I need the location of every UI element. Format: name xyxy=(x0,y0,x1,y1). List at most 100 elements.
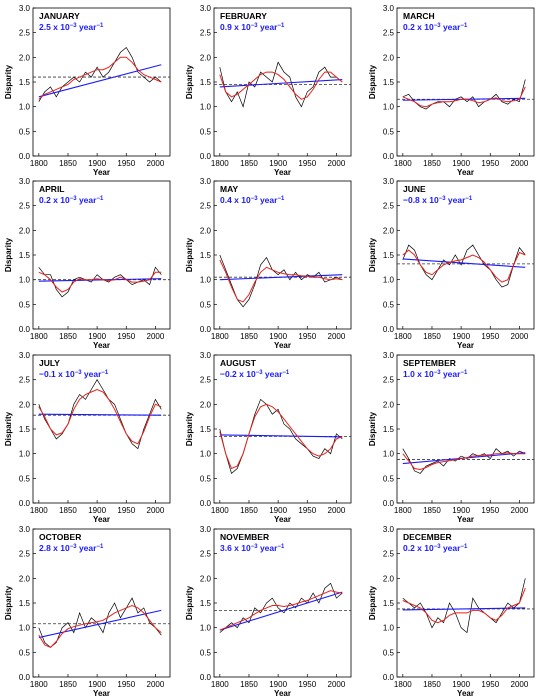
y-axis-label: Disparity xyxy=(368,237,377,272)
y-tick-label: 1.0 xyxy=(200,276,212,285)
x-tick-label: 1900 xyxy=(269,159,287,168)
x-tick-label: 2000 xyxy=(147,506,165,515)
y-tick-label: 3.0 xyxy=(383,525,395,534)
series-observed-line xyxy=(219,398,343,475)
x-axis-label: Year xyxy=(457,689,474,698)
y-tick-label: 2.5 xyxy=(19,202,31,211)
y-tick-label: 0.5 xyxy=(200,127,212,136)
series-smoothed-line xyxy=(38,271,162,293)
x-tick-label: 1950 xyxy=(481,159,499,168)
x-tick-label: 1850 xyxy=(240,332,258,341)
trend-annotation: 0.4 x 10−3 year−1 xyxy=(220,195,285,205)
y-tick-label: 0.5 xyxy=(200,474,212,483)
y-tick-label: 0.0 xyxy=(200,152,212,161)
y-tick-label: 0.0 xyxy=(19,499,31,508)
x-tick-label: 1950 xyxy=(481,680,499,689)
y-tick-label: 1.5 xyxy=(19,78,31,87)
y-tick-label: 0.0 xyxy=(383,325,395,334)
x-tick-label: 1900 xyxy=(269,506,287,515)
x-tick-label: 1850 xyxy=(59,506,77,515)
y-axis-label: Disparity xyxy=(4,64,13,99)
y-tick-label: 2.0 xyxy=(200,226,212,235)
y-tick-label: 2.0 xyxy=(383,226,395,235)
x-tick-label: 2000 xyxy=(147,332,165,341)
x-tick-label: 1900 xyxy=(88,332,106,341)
x-tick-label: 2000 xyxy=(511,159,529,168)
y-tick-label: 0.0 xyxy=(200,499,212,508)
panel-august: 0.0 0.5 1.0 1.5 2.0 2.5 3.0 1800 1850 1900 1950 200… xyxy=(185,351,352,524)
x-tick-label: 1800 xyxy=(394,506,412,515)
x-tick-label: 1850 xyxy=(240,680,258,689)
trend-line xyxy=(402,258,526,268)
y-tick-label: 1.0 xyxy=(19,276,31,285)
y-tick-label: 2.5 xyxy=(383,376,395,385)
panel-february: 0.0 0.5 1.0 1.5 2.0 2.5 3.0 1800 1850 1900 1950 200… xyxy=(185,4,352,177)
y-tick-label: 1.5 xyxy=(200,251,212,260)
panel-march: 0.0 0.5 1.0 1.5 2.0 2.5 3.0 1800 1850 1900 1950 200… xyxy=(368,4,535,177)
series-smoothed-line xyxy=(402,249,526,283)
y-tick-label: 2.0 xyxy=(19,53,31,62)
series-observed-line xyxy=(402,244,526,288)
y-tick-label: 2.5 xyxy=(383,202,395,211)
x-axis-label: Year xyxy=(93,168,110,177)
trend-line xyxy=(38,64,162,98)
x-tick-label: 1800 xyxy=(30,680,48,689)
y-tick-label: 0.5 xyxy=(19,300,31,309)
y-tick-label: 3.0 xyxy=(200,525,212,534)
series-smoothed-line xyxy=(219,71,343,100)
y-tick-label: 2.5 xyxy=(200,202,212,211)
x-tick-label: 1850 xyxy=(423,680,441,689)
panel-title: MARCH xyxy=(403,11,435,21)
trend-annotation: 1.0 x 10−3 year−1 xyxy=(403,369,468,379)
y-tick-label: 2.0 xyxy=(200,400,212,409)
y-tick-label: 3.0 xyxy=(383,351,395,360)
panel-october: 0.0 0.5 1.0 1.5 2.0 2.5 3.0 1800 1850 1900 1950 200… xyxy=(4,525,171,698)
x-tick-label: 1800 xyxy=(394,332,412,341)
x-tick-label: 1950 xyxy=(298,332,316,341)
trend-annotation: 0.2 x 10−3 year−1 xyxy=(39,195,104,205)
y-tick-label: 1.0 xyxy=(383,450,395,459)
trend-line xyxy=(219,78,343,88)
y-tick-label: 2.0 xyxy=(19,226,31,235)
y-axis-label: Disparity xyxy=(4,585,13,620)
y-tick-label: 2.0 xyxy=(383,400,395,409)
y-tick-label: 0.5 xyxy=(383,474,395,483)
x-tick-label: 1950 xyxy=(298,159,316,168)
y-tick-label: 3.0 xyxy=(19,525,31,534)
series-observed-line xyxy=(402,79,526,110)
y-axis-label: Disparity xyxy=(4,411,13,446)
panel-november: 0.0 0.5 1.0 1.5 2.0 2.5 3.0 1800 1850 1900 1950 200… xyxy=(185,525,352,698)
x-tick-label: 1850 xyxy=(240,159,258,168)
series-smoothed-line xyxy=(219,259,343,303)
series-observed-line xyxy=(402,578,526,634)
x-tick-label: 1800 xyxy=(394,680,412,689)
x-tick-label: 1800 xyxy=(211,159,229,168)
trend-annotation: 0.9 x 10−3 year−1 xyxy=(220,22,285,32)
x-tick-label: 2000 xyxy=(328,332,346,341)
y-tick-label: 0.5 xyxy=(19,474,31,483)
panel-january: 0.0 0.5 1.0 1.5 2.0 2.5 3.0 1800 1850 1900 1950 200… xyxy=(4,4,171,177)
y-tick-label: 1.5 xyxy=(383,425,395,434)
x-tick-label: 1850 xyxy=(423,332,441,341)
series-observed-line xyxy=(402,448,526,474)
x-axis-label: Year xyxy=(274,168,291,177)
y-tick-label: 0.5 xyxy=(383,127,395,136)
y-tick-label: 2.5 xyxy=(383,29,395,38)
y-tick-label: 1.0 xyxy=(200,103,212,112)
y-tick-label: 1.0 xyxy=(383,276,395,285)
x-tick-label: 1850 xyxy=(423,159,441,168)
y-tick-label: 0.5 xyxy=(200,648,212,657)
y-tick-label: 1.5 xyxy=(19,599,31,608)
y-tick-label: 0.5 xyxy=(19,127,31,136)
y-tick-label: 1.5 xyxy=(200,599,212,608)
y-tick-label: 0.5 xyxy=(200,300,212,309)
y-tick-label: 1.0 xyxy=(19,103,31,112)
x-axis-label: Year xyxy=(93,341,110,350)
y-tick-label: 1.5 xyxy=(200,78,212,87)
trend-line xyxy=(219,591,343,631)
y-tick-label: 3.0 xyxy=(19,351,31,360)
y-tick-label: 3.0 xyxy=(19,177,31,186)
x-tick-label: 1900 xyxy=(269,680,287,689)
x-tick-label: 2000 xyxy=(147,680,165,689)
